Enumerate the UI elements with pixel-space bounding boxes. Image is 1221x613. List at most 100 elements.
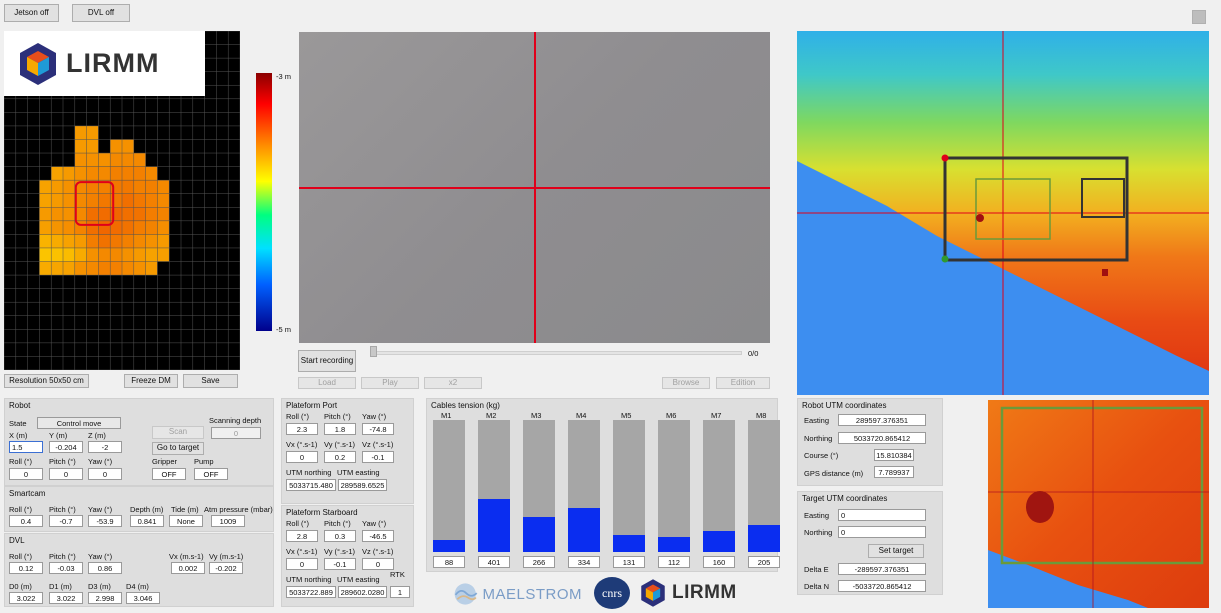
cable-label-m2: M2 <box>486 411 497 420</box>
z-label: Z (m) <box>88 431 106 440</box>
resolution-button[interactable]: Resolution 50x50 cm <box>4 374 89 388</box>
y-input[interactable]: -0.204 <box>49 441 83 453</box>
load-button[interactable]: Load <box>298 377 356 389</box>
edition-button[interactable]: Edition <box>716 377 770 389</box>
cable-bar-m3 <box>523 420 555 552</box>
state-select[interactable]: Control move <box>37 417 121 429</box>
footer-lirmm-logo-icon <box>641 579 665 607</box>
scanning-depth-input[interactable]: 0 <box>211 427 261 439</box>
smartcam-tide-value: None <box>169 515 203 527</box>
cable-bar-fill-m5 <box>613 535 645 552</box>
d3-label: D3 (m) <box>88 582 111 591</box>
delta-e-value: -289597.376351 <box>838 563 926 575</box>
speed-button[interactable]: x2 <box>424 377 482 389</box>
depth-cell <box>98 234 111 248</box>
depth-cell <box>74 234 87 248</box>
depth-cell <box>122 166 134 181</box>
depth-cell <box>98 180 111 194</box>
pump-button[interactable]: OFF <box>194 468 228 480</box>
port-yaw-label: Yaw (°) <box>362 412 387 421</box>
state-label: State <box>9 419 27 428</box>
stbd-vy-label: Vy (°.s-1) <box>324 547 356 556</box>
robot-pitch-input[interactable]: 0 <box>49 468 83 480</box>
depth-cell <box>74 125 87 140</box>
pump-label: Pump <box>194 457 214 466</box>
z-input[interactable]: -2 <box>88 441 122 453</box>
dvl-toggle-button[interactable]: DVL off <box>72 4 130 22</box>
stbd-pitch-label: Pitch (°) <box>324 519 351 528</box>
stbd-vz-value: 0 <box>362 558 394 570</box>
depth-cell <box>122 180 134 194</box>
d1-value: 3.022 <box>49 592 83 604</box>
maelstrom-logo-icon <box>454 583 478 605</box>
course-label: Course (°) <box>804 451 839 460</box>
depth-cell <box>86 207 99 221</box>
x-label: X (m) <box>9 431 28 440</box>
depth-cell <box>86 220 99 235</box>
cable-label-m3: M3 <box>531 411 542 420</box>
cables-tension-title: Cables tension (kg) <box>431 401 500 410</box>
zoomed-map[interactable] <box>988 400 1209 608</box>
depth-cell <box>63 220 75 235</box>
cable-bar-fill-m3 <box>523 517 555 552</box>
smartcam-pitch-label: Pitch (°) <box>49 505 76 514</box>
robot-pitch-label: Pitch (°) <box>49 457 76 466</box>
cable-bar-m2 <box>478 420 510 552</box>
go-to-target-button[interactable]: Go to target <box>152 442 204 455</box>
port-vx-value: 0 <box>286 451 318 463</box>
freeze-dm-button[interactable]: Freeze DM <box>124 374 178 388</box>
colorbar-bottom-label: -5 m <box>276 325 291 334</box>
target-utm-panel: Target UTM coordinates Easting 0 Northin… <box>797 491 943 595</box>
platform-port-title: Plateform Port <box>286 401 338 410</box>
stbd-roll-label: Roll (°) <box>286 519 309 528</box>
cable-label-m7: M7 <box>711 411 722 420</box>
x-input[interactable]: 1.5 <box>9 441 43 453</box>
depth-map-grid[interactable]: LIRMM <box>4 31 240 370</box>
d0-label: D0 (m) <box>9 582 32 591</box>
target-easting-input[interactable]: 0 <box>838 509 926 521</box>
browse-button[interactable]: Browse <box>662 377 710 389</box>
camera-view[interactable] <box>299 32 770 343</box>
depth-cell <box>133 247 146 262</box>
jetson-toggle-button[interactable]: Jetson off <box>4 4 59 22</box>
depth-cell <box>63 207 75 221</box>
target-northing-input[interactable]: 0 <box>838 526 926 538</box>
delta-n-value: -5033720.865412 <box>838 580 926 592</box>
depth-cell <box>51 261 63 276</box>
stbd-utm-easting-value: 289602.0280 <box>338 586 387 598</box>
depth-cell <box>133 261 146 276</box>
depth-cell <box>122 193 134 208</box>
save-button[interactable]: Save <box>183 374 238 388</box>
cable-value-m2: 401 <box>478 556 510 568</box>
video-timeline-track[interactable] <box>372 351 742 355</box>
bathymetry-map[interactable] <box>797 31 1209 395</box>
window-control[interactable] <box>1192 10 1206 24</box>
start-recording-button[interactable]: Start recording <box>298 350 356 372</box>
robot-utm-easting-label: Easting <box>804 416 830 425</box>
depth-cell <box>145 207 158 221</box>
smartcam-panel: Smartcam Roll (°) Pitch (°) Yaw (°) Dept… <box>4 486 274 532</box>
play-button[interactable]: Play <box>361 377 419 389</box>
depth-cell <box>122 234 134 248</box>
lirmm-logo: LIRMM <box>4 31 205 96</box>
lirmm-logo-text: LIRMM <box>66 48 160 78</box>
port-roll-label: Roll (°) <box>286 412 309 421</box>
dvl-vy-label: Vy (m.s-1) <box>209 552 244 561</box>
cable-label-m5: M5 <box>621 411 632 420</box>
gripper-label: Gripper <box>152 457 178 466</box>
depth-cell <box>63 234 75 248</box>
video-timeline-handle[interactable] <box>370 346 377 357</box>
cable-bar-fill-m4 <box>568 508 600 552</box>
robot-roll-input[interactable]: 0 <box>9 468 43 480</box>
scan-button[interactable]: Scan <box>152 426 204 439</box>
robot-yaw-input[interactable]: 0 <box>88 468 122 480</box>
dvl-vy-value: -0.202 <box>209 562 243 574</box>
depth-cell <box>74 193 87 208</box>
gripper-button[interactable]: OFF <box>152 468 186 480</box>
set-target-button[interactable]: Set target <box>868 544 924 558</box>
stbd-utm-northing-value: 5033722.889 <box>286 586 336 598</box>
depth-cell <box>133 207 146 221</box>
depth-cell <box>86 247 99 262</box>
footer-lirmm-logo: LIRMM <box>638 578 754 608</box>
smartcam-depth-value: 0.841 <box>130 515 164 527</box>
